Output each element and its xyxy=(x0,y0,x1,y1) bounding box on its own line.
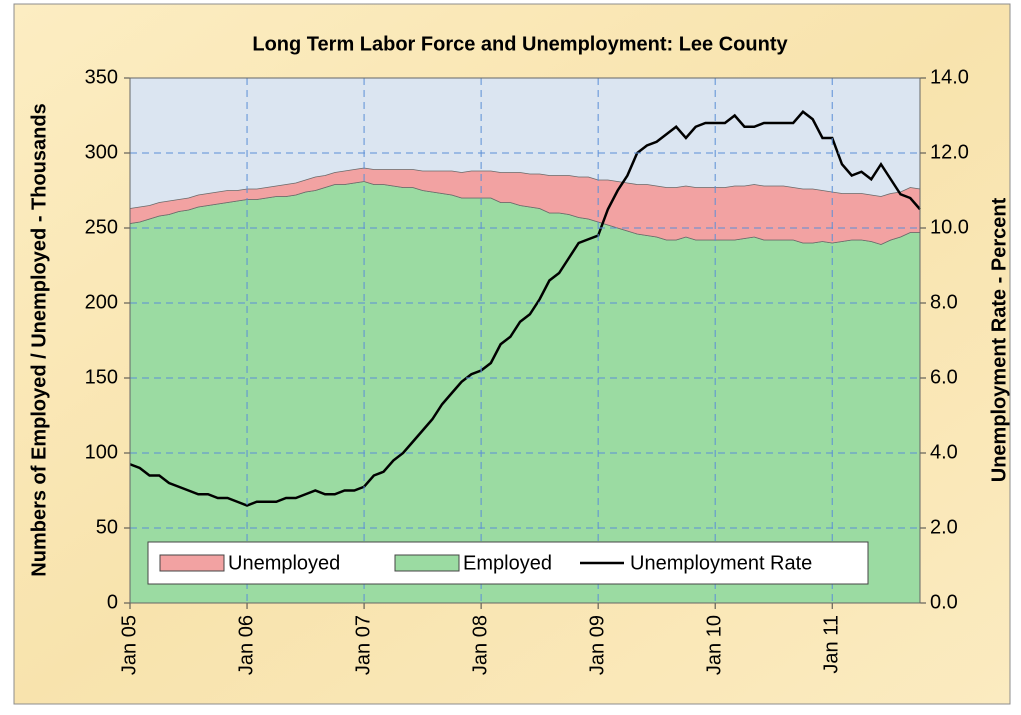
y2-tick-label: 10.0 xyxy=(930,216,969,238)
legend-label: Unemployed xyxy=(228,552,340,574)
y-tick-label: 50 xyxy=(96,516,118,538)
y2-tick-label: 12.0 xyxy=(930,141,969,163)
legend-swatch xyxy=(159,554,225,572)
area xyxy=(129,181,921,604)
legend-label: Employed xyxy=(463,552,552,574)
y-tick-label: 100 xyxy=(85,441,118,463)
y2-tick-label: 14.0 xyxy=(930,66,969,88)
y-tick-label: 0 xyxy=(107,591,118,613)
x-tick-label: Jan 06 xyxy=(235,615,257,675)
x-tick-label: Jan 09 xyxy=(586,615,608,675)
legend-box xyxy=(147,541,869,585)
y2-tick-label: 6.0 xyxy=(930,366,958,388)
y-tick-label: 350 xyxy=(85,66,118,88)
y2-tick-label: 4.0 xyxy=(930,441,958,463)
plot-frame xyxy=(129,77,921,604)
y-axis-title: Numbers of Employed / Unemployed - Thous… xyxy=(28,103,50,576)
rate-line xyxy=(129,110,921,507)
y2-tick-label: 0.0 xyxy=(930,591,958,613)
legend-label: Unemployment Rate xyxy=(630,552,812,574)
y-tick-label: 250 xyxy=(85,216,118,238)
y2-tick-label: 8.0 xyxy=(930,291,958,313)
x-tick-label: Jan 07 xyxy=(352,615,374,675)
x-tick-label: Jan 11 xyxy=(821,615,843,674)
y-tick-label: 150 xyxy=(85,366,118,388)
y-tick-label: 200 xyxy=(85,291,118,313)
x-tick-label: Jan 10 xyxy=(703,615,725,675)
x-tick-label: Jan 05 xyxy=(118,615,140,675)
x-tick-label: Jan 08 xyxy=(469,615,491,675)
chart-title: Long Term Labor Force and Unemployment: … xyxy=(252,33,788,55)
y2-axis-title: Unemployment Rate - Percent xyxy=(988,197,1010,482)
y-tick-label: 300 xyxy=(85,141,118,163)
legend-swatch xyxy=(394,554,460,572)
y2-tick-label: 2.0 xyxy=(930,516,958,538)
